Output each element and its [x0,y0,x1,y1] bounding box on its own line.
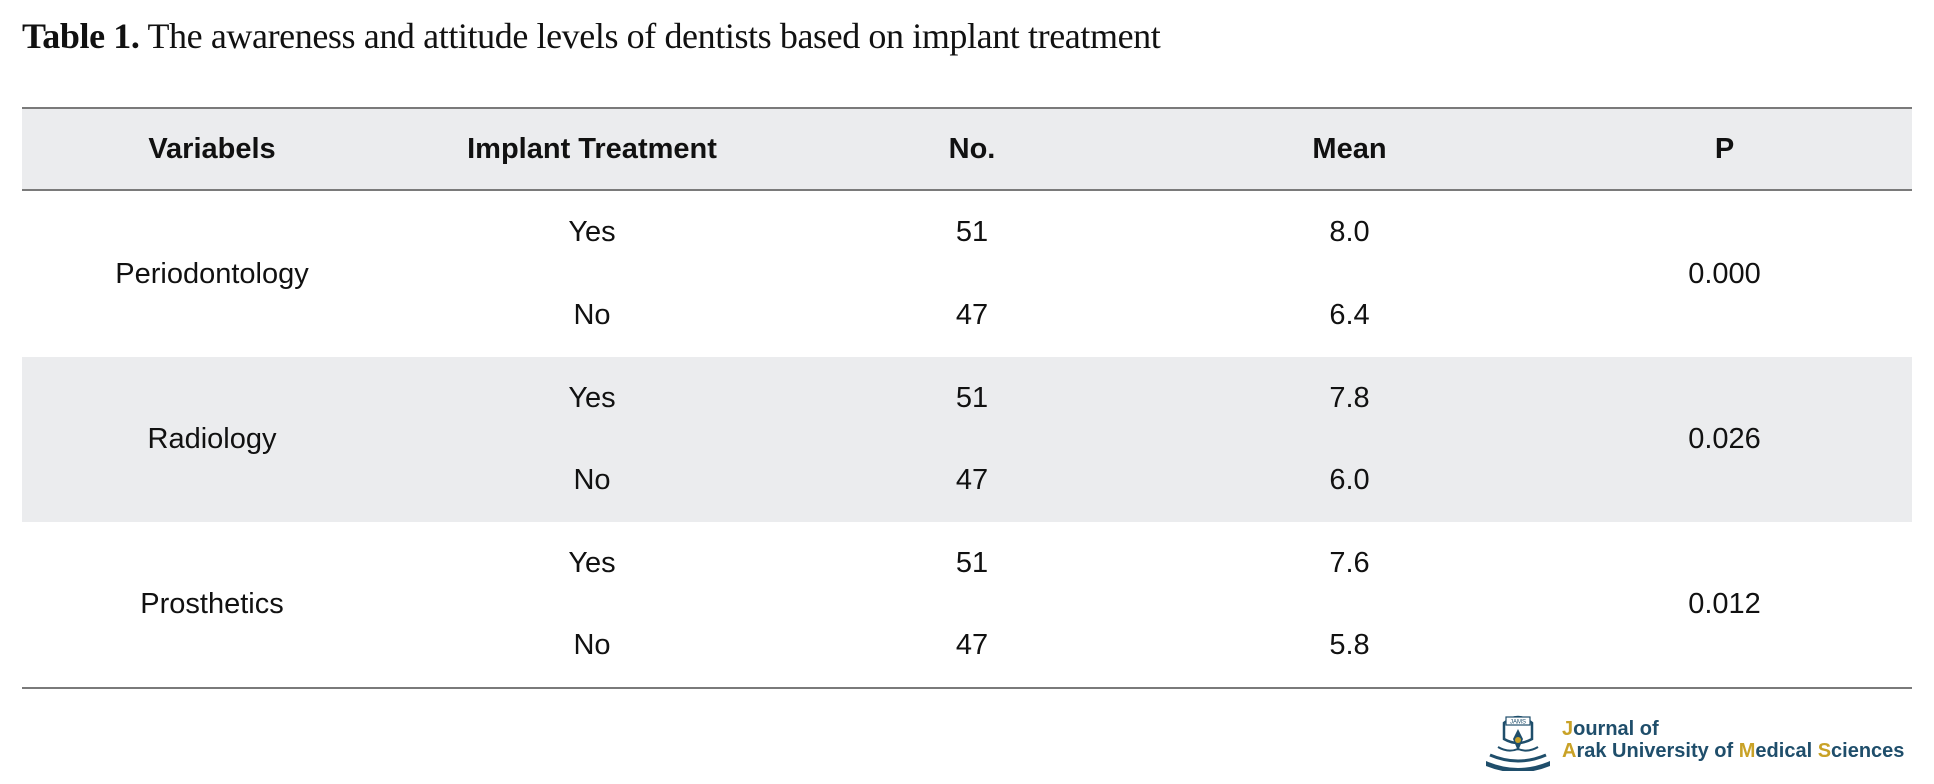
variable-cell: Prosthetics [140,588,284,620]
count-cell: 51 [955,216,989,248]
mean-column: 7.6 5.8 [1162,522,1537,687]
journal-name-line2: Arak University of Medical Sciences [1562,740,1905,762]
variable-cell: Periodontology [115,257,309,290]
count-column: 51 47 [782,522,1162,687]
mean-cell: 8.0 [1329,216,1370,248]
count-cell: 47 [955,629,989,662]
table-group-radiology: Radiology Yes No 51 47 7.8 6.0 0.026 [22,357,1912,522]
mean-cell: 7.8 [1329,381,1370,414]
p-value-cell: 0.000 [1688,257,1761,290]
treatment-cell: Yes [568,216,616,248]
header-implant-treatment: Implant Treatment [467,132,717,165]
mean-column: 8.0 6.4 [1162,191,1537,357]
p-value-cell: 0.026 [1688,423,1761,455]
treatment-cell: Yes [568,546,616,579]
mean-cell: 7.6 [1329,546,1370,579]
emblem-badge-text: JAMS [1510,720,1526,726]
count-column: 51 47 [782,357,1162,522]
header-variables: Variabels [148,132,276,165]
mean-cell: 6.4 [1329,299,1370,331]
header-mean: Mean [1312,132,1387,165]
mean-cell: 5.8 [1329,629,1370,662]
header-p: P [1714,132,1735,165]
header-no: No. [948,132,996,165]
treatment-cell: Yes [568,381,616,414]
count-column: 51 47 [782,191,1162,357]
count-cell: 47 [955,464,989,497]
table-header: Variabels Implant Treatment No. Mean P [22,109,1912,191]
table-caption-label: Table 1. [22,16,140,56]
treatment-cell: No [573,464,611,497]
treatment-column: Yes No [402,522,782,687]
journal-name: Journal of Arak University of Medical Sc… [1562,718,1904,762]
count-cell: 51 [955,381,989,414]
table-caption: Table 1. The awareness and attitude leve… [22,12,1161,60]
table-group-prosthetics: Prosthetics Yes No 51 47 7.6 5.8 0.012 [22,522,1912,687]
variable-cell: Radiology [147,423,277,455]
p-value-cell: 0.012 [1688,588,1761,620]
treatment-column: Yes No [402,191,782,357]
treatment-cell: No [573,299,611,331]
count-cell: 47 [955,299,989,331]
journal-emblem-icon: JAMS [1486,715,1550,771]
journal-logo: JAMS Journal of Arak University of Medic… [1480,708,1920,772]
table-group-periodontology: Periodontology Yes No 51 47 8.0 6.4 0.00… [22,191,1912,357]
table-caption-text: The awareness and attitude levels of den… [139,16,1161,56]
data-table: Variabels Implant Treatment No. Mean P P… [22,107,1912,689]
treatment-column: Yes No [402,357,782,522]
journal-name-line1: Journal of [1562,718,1659,740]
mean-cell: 6.0 [1329,464,1370,497]
treatment-cell: No [573,629,611,662]
count-cell: 51 [955,546,989,579]
mean-column: 7.8 6.0 [1162,357,1537,522]
